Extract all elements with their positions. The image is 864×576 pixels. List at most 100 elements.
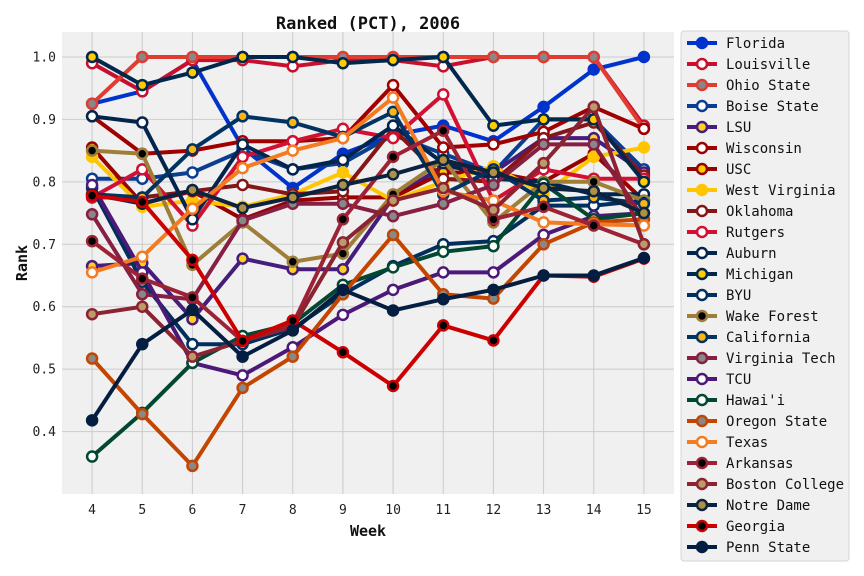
data-point: [386, 131, 400, 145]
legend-item: Auburn: [687, 246, 777, 262]
legend-swatch-marker: [695, 183, 709, 197]
series-line: [91, 158, 645, 215]
legend-item: TCU: [687, 372, 751, 388]
data-point: [136, 300, 149, 313]
data-point: [236, 369, 249, 382]
legend-item: LSU: [687, 120, 751, 136]
data-point: [537, 200, 550, 214]
x-tick-label: 4: [88, 503, 96, 518]
axis-ticks: 4 5 6 7 8 9 10 11 12 13 14 15 0.4 0.5 0.6 0.7 0.8 0.9 1.0: [33, 50, 652, 518]
data-point: [136, 337, 149, 351]
data-point: [236, 50, 249, 64]
series-lines: [85, 50, 651, 473]
data-point: [236, 350, 249, 363]
data-point: [487, 203, 500, 217]
y-tick-label: 0.4: [33, 425, 57, 440]
legend-swatch-marker: [695, 372, 709, 386]
data-point: [85, 189, 99, 202]
x-tick-label: 7: [239, 503, 247, 518]
legend-swatch-marker: [695, 141, 709, 155]
data-point: [436, 88, 450, 101]
data-point: [286, 314, 300, 327]
data-point: [186, 50, 199, 64]
data-point: [286, 324, 300, 337]
data-point: [487, 283, 500, 297]
data-point: [587, 138, 600, 151]
data-point: [386, 78, 400, 92]
legend-label: Georgia: [726, 519, 785, 535]
legend-item: Florida: [687, 36, 785, 52]
data-point: [136, 287, 149, 301]
data-point: [186, 291, 199, 304]
data-point: [436, 50, 450, 64]
legend-swatch-marker: [695, 351, 709, 365]
data-point: [286, 116, 300, 129]
legend-item: Boston College: [687, 477, 844, 493]
data-point: [436, 292, 450, 306]
data-point: [436, 181, 450, 195]
data-point: [136, 272, 149, 285]
legend-item: Ohio State: [687, 78, 810, 94]
legend-swatch-marker: [695, 414, 709, 428]
data-point: [436, 197, 450, 210]
data-point: [386, 283, 400, 297]
data-point: [386, 150, 400, 164]
legend-swatch-marker: [695, 36, 709, 50]
legend-item: West Virginia: [687, 183, 836, 199]
x-tick-label: 8: [289, 503, 297, 518]
chart-title: Ranked (PCT), 2006: [276, 14, 460, 34]
series-line: [91, 104, 646, 359]
data-point: [587, 150, 600, 164]
data-point: [386, 168, 400, 181]
data-point: [136, 250, 149, 264]
legend-item: California: [687, 330, 810, 346]
legend-item: Wisconsin: [687, 141, 802, 157]
legend-box: [680, 30, 850, 562]
data-point: [85, 50, 99, 64]
data-point: [537, 100, 550, 114]
data-point: [537, 50, 550, 64]
data-point: [436, 141, 450, 154]
legend-swatch-marker: [695, 225, 709, 239]
legend-item: Hawai'i: [687, 393, 785, 409]
data-point: [487, 119, 500, 132]
legend-swatch-marker: [695, 540, 709, 554]
data-point: [336, 213, 350, 226]
data-point: [286, 144, 300, 157]
legend-item: Georgia: [687, 519, 785, 535]
legend-swatch-marker: [695, 246, 709, 260]
series-line: [90, 187, 645, 347]
data-point: [386, 209, 400, 223]
legend-label: Louisville: [726, 57, 810, 73]
legend-item: BYU: [687, 288, 751, 304]
data-point: [186, 253, 199, 267]
data-point: [487, 138, 500, 151]
data-point: [336, 346, 350, 359]
data-point: [637, 175, 651, 189]
legend-swatch-marker: [695, 267, 709, 281]
x-tick-label: 10: [385, 503, 401, 518]
data-point: [436, 153, 450, 167]
data-point: [336, 166, 350, 179]
legend-label: LSU: [726, 120, 751, 136]
data-point: [336, 308, 350, 322]
data-point: [637, 238, 651, 251]
data-point: [85, 352, 99, 365]
legend-swatch-marker: [695, 204, 709, 218]
data-point: [236, 138, 249, 151]
data-point: [436, 245, 450, 259]
legend-swatch-marker: [695, 120, 709, 134]
legend-item: Boise State: [687, 99, 819, 115]
legend-label: Boise State: [726, 99, 819, 115]
data-point: [286, 350, 300, 363]
legend-item: Michigan: [687, 267, 793, 283]
data-point: [85, 110, 99, 123]
x-tick-label: 15: [636, 503, 652, 518]
data-point: [386, 119, 400, 132]
data-point: [386, 304, 400, 317]
series-line: [91, 109, 645, 206]
legend-item: Penn State: [687, 540, 810, 556]
data-point: [186, 303, 199, 317]
data-point: [136, 78, 149, 92]
series-line: [90, 83, 645, 156]
